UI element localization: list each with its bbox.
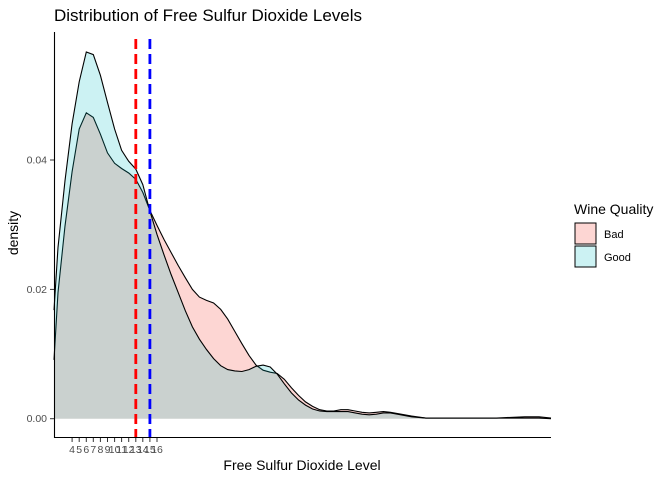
density-area-good	[54, 52, 551, 419]
plot-area	[53, 39, 552, 438]
y-tick-label: 0.02	[27, 284, 48, 296]
x-tick-label: 7	[90, 444, 96, 456]
legend-title: Wine Quality	[574, 201, 653, 217]
x-tick-label: 11	[116, 444, 127, 456]
x-tick-label: 16	[151, 444, 163, 456]
x-tick-label: 6	[83, 444, 89, 456]
x-tick-label: 14	[137, 444, 149, 456]
x-tick-label: 9	[105, 444, 111, 456]
x-tick-label: 8	[97, 444, 103, 456]
y-axis-label: density	[5, 211, 21, 255]
density-line-good	[53, 51, 552, 420]
x-tick-label: 4	[69, 444, 75, 456]
x-tick-label: 12	[123, 444, 135, 456]
density-area-bad	[54, 112, 551, 419]
x-tick-label: 15	[144, 444, 156, 456]
legend-label-good: Good	[604, 252, 631, 264]
x-tick-label: 10	[109, 444, 121, 456]
x-tick-label: 13	[130, 444, 142, 456]
y-tick-label: 0.04	[27, 155, 48, 167]
legend-key-bad	[574, 222, 597, 245]
legend: Wine Quality Bad Good	[574, 201, 653, 268]
density-line-bad	[53, 111, 552, 419]
x-axis-label: Free Sulfur Dioxide Level	[223, 457, 380, 473]
chart-title: Distribution of Free Sulfur Dioxide Leve…	[54, 6, 362, 25]
legend-label-bad: Bad	[604, 229, 624, 241]
y-axis-ticks: 0.00 0.02 0.04	[27, 155, 54, 425]
x-tick-label: 5	[76, 444, 82, 456]
legend-key-good	[574, 245, 597, 268]
y-tick-label: 0.00	[27, 413, 48, 425]
